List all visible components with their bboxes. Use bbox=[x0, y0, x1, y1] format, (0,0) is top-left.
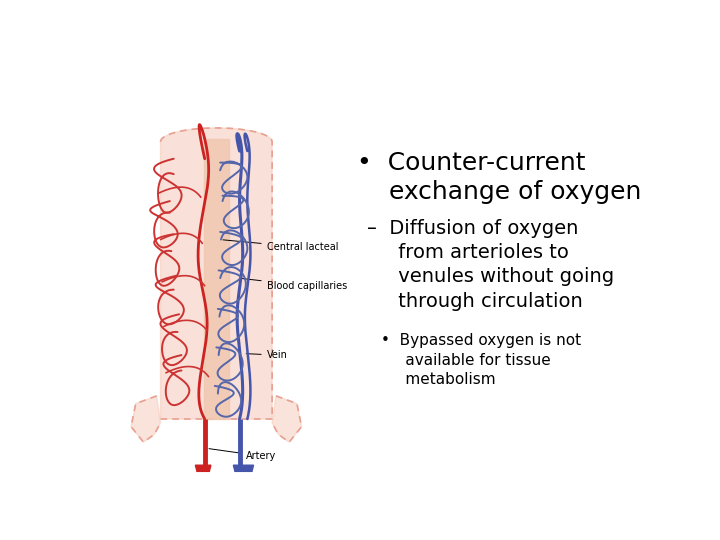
Polygon shape bbox=[161, 128, 272, 419]
Text: Blood capillaries: Blood capillaries bbox=[240, 279, 347, 291]
Polygon shape bbox=[233, 465, 253, 471]
Text: Vein: Vein bbox=[246, 350, 287, 360]
Polygon shape bbox=[272, 396, 302, 442]
Text: Central lacteal: Central lacteal bbox=[223, 240, 338, 252]
Polygon shape bbox=[131, 396, 161, 442]
Text: •  Bypassed oxygen is not
     available for tissue
     metabolism: • Bypassed oxygen is not available for t… bbox=[381, 333, 581, 387]
Text: –  Diffusion of oxygen
     from arterioles to
     venules without going
     t: – Diffusion of oxygen from arterioles to… bbox=[367, 219, 615, 310]
Text: •  Counter-current
    exchange of oxygen: • Counter-current exchange of oxygen bbox=[357, 151, 642, 204]
Text: Artery: Artery bbox=[209, 449, 276, 461]
Polygon shape bbox=[204, 139, 229, 419]
Polygon shape bbox=[195, 465, 211, 471]
